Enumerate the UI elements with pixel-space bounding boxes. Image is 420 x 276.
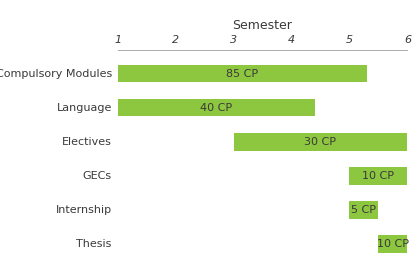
X-axis label: Semester: Semester — [233, 19, 292, 32]
Text: Internship: Internship — [56, 205, 112, 215]
Text: Language: Language — [56, 103, 112, 113]
Bar — [118, 65, 367, 82]
Bar — [234, 133, 407, 150]
Bar — [349, 201, 378, 219]
Text: Thesis: Thesis — [76, 239, 112, 249]
Bar — [378, 235, 407, 253]
Text: GECs: GECs — [83, 171, 112, 181]
Text: 40 CP: 40 CP — [200, 103, 232, 113]
Text: 10 CP: 10 CP — [377, 239, 409, 249]
Bar — [349, 167, 407, 185]
Text: 5 CP: 5 CP — [352, 205, 376, 215]
Text: Electives: Electives — [62, 137, 112, 147]
Text: 85 CP: 85 CP — [226, 68, 258, 79]
Text: 30 CP: 30 CP — [304, 137, 336, 147]
Bar — [118, 99, 315, 116]
Text: Compulsory Modules: Compulsory Modules — [0, 68, 112, 79]
Text: 10 CP: 10 CP — [362, 171, 394, 181]
